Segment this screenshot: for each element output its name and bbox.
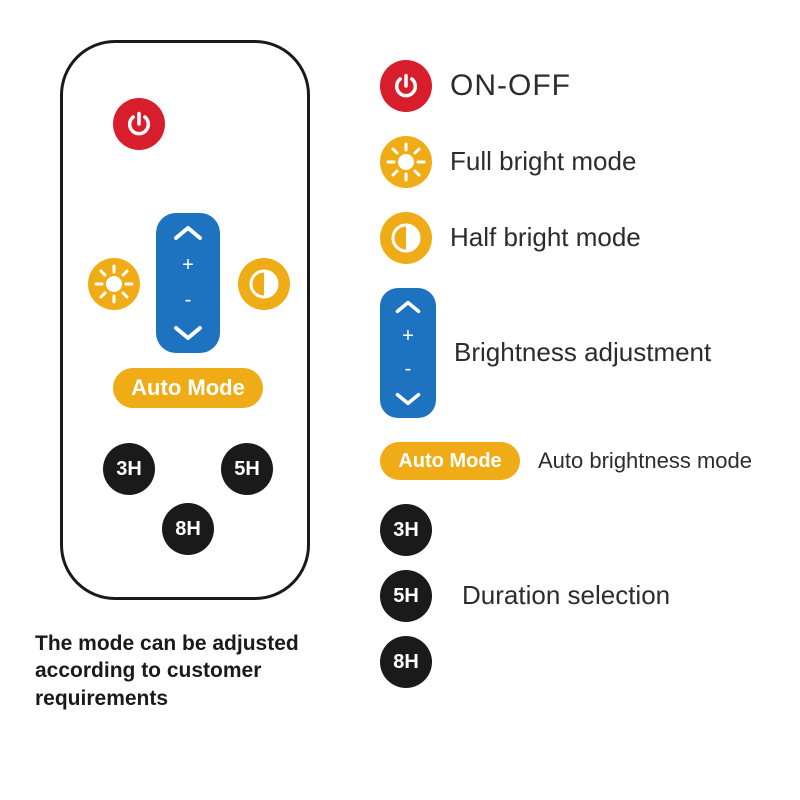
chevron-down-icon [393,390,423,408]
legend-label: Half bright mode [450,222,641,253]
brightness-rocker-legend: + - [380,288,436,418]
timer-3h-button[interactable]: 3H [103,443,155,495]
sun-full-icon-legend [380,136,432,188]
plus-label: + [182,254,194,277]
power-icon-legend [380,60,432,112]
chevron-up-icon [393,298,423,316]
legend: ON-OFF Full bright mode Half bright mode [380,40,780,780]
half-bright-button[interactable] [238,258,290,310]
sun-full-icon [94,264,134,304]
legend-item-full-bright: Full bright mode [380,136,780,188]
chevron-up-icon [171,223,205,243]
legend-item-half-bright: Half bright mode [380,212,780,264]
sun-half-icon-legend [380,212,432,264]
footnote: The mode can be adjusted according to cu… [35,630,335,712]
timer-8h-legend: 8H [380,636,432,688]
legend-item-duration: 3H 5H 8H Duration selection [380,504,780,688]
legend-label: Auto brightness mode [538,448,752,474]
power-button[interactable] [113,98,165,150]
legend-item-brightness: + - Brightness adjustment [380,288,780,418]
auto-mode-legend: Auto Mode [380,442,520,480]
chevron-down-icon [171,323,205,343]
minus-label: - [405,358,412,381]
remote-control: + - Auto Mode 3H 5H 8H [60,40,310,600]
legend-item-auto-mode: Auto Mode Auto brightness mode [380,442,780,480]
timer-5h-button[interactable]: 5H [221,443,273,495]
legend-label: Duration selection [462,580,670,611]
sun-half-icon [247,267,281,301]
plus-label: + [402,325,414,348]
full-bright-button[interactable] [88,258,140,310]
legend-label: Brightness adjustment [454,337,711,368]
legend-label: ON-OFF [450,68,571,104]
power-icon [125,110,153,138]
timer-8h-button[interactable]: 8H [162,503,214,555]
power-icon [392,72,420,100]
sun-full-icon [386,142,426,182]
timer-5h-legend: 5H [380,570,432,622]
timer-3h-legend: 3H [380,504,432,556]
legend-label: Full bright mode [450,146,636,177]
brightness-rocker[interactable]: + - [156,213,220,353]
legend-item-power: ON-OFF [380,60,780,112]
auto-mode-button[interactable]: Auto Mode [113,368,263,408]
minus-label: - [185,289,192,312]
sun-half-icon [389,221,423,255]
